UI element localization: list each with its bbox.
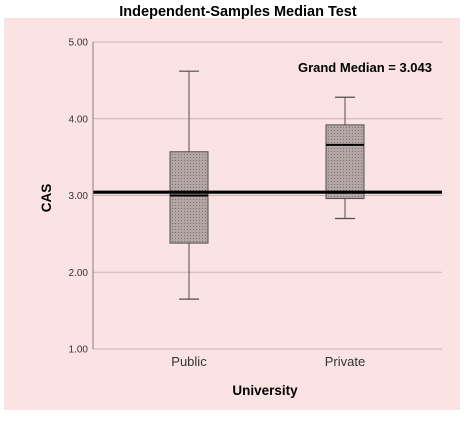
boxes xyxy=(169,70,365,300)
box-private xyxy=(325,96,365,220)
box-public xyxy=(169,70,209,300)
y-tick-label: 4.00 xyxy=(69,114,89,125)
iqr-box xyxy=(169,151,209,244)
gridlines xyxy=(93,41,442,350)
y-tick-label: 1.00 xyxy=(69,345,89,356)
y-axis-title: CAS xyxy=(39,184,54,213)
x-tick-label-public: Public xyxy=(171,354,207,369)
x-tick-labels: Public Private xyxy=(171,354,365,369)
y-tick-label: 2.00 xyxy=(69,268,89,279)
x-tick-label-private: Private xyxy=(325,354,365,369)
grand-median-annotation: Grand Median = 3.043 xyxy=(298,60,432,75)
x-axis-title: University xyxy=(232,383,298,398)
iqr-box xyxy=(325,124,365,200)
y-tick-label: 3.00 xyxy=(69,191,89,202)
chart-title: Independent-Samples Median Test xyxy=(119,4,357,20)
y-tick-labels: 1.00 2.00 3.00 4.00 5.00 xyxy=(69,38,89,356)
y-tick-label: 5.00 xyxy=(69,38,89,49)
